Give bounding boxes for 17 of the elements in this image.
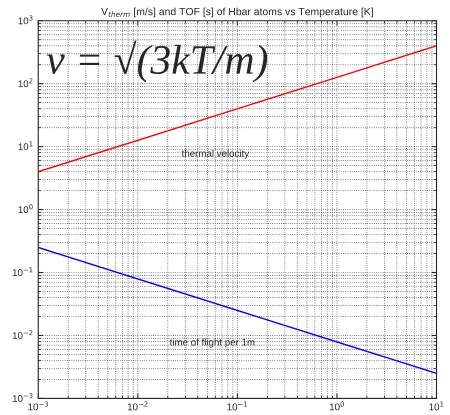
y-tick-label: 10$^{−2}$: [12, 330, 32, 339]
annotation: time of flight per 1m: [170, 338, 254, 348]
x-tick-label: 10$^{1}$: [429, 402, 444, 410]
x-tick-label: 10$^{−3}$: [28, 401, 48, 410]
y-tick-label: 10$^{1}$: [18, 141, 32, 150]
y-tick-label: 10$^{−3}$: [12, 393, 32, 402]
y-tick-label: 10$^{2}$: [18, 78, 32, 88]
y-tick-label: 10$^{−1}$: [12, 267, 32, 276]
annotation: thermal velocity: [182, 150, 250, 159]
x-tick-label: 10$^{−1}$: [227, 402, 248, 410]
chart-title: V$_{therm}$ [m/s] and TOF [s] of Hbar atoms vs Temperature [K]: [101, 8, 373, 18]
x-tick-label: 10$^{−2}$: [128, 401, 148, 410]
annotation: v = √(3kT/m): [46, 40, 268, 82]
line-series: [38, 246, 436, 374]
x-tick-label: 10$^{0}$: [330, 401, 344, 410]
y-tick-label: 10$^{0}$: [18, 204, 33, 214]
y-tick-label: 10$^{3}$: [18, 15, 33, 24]
